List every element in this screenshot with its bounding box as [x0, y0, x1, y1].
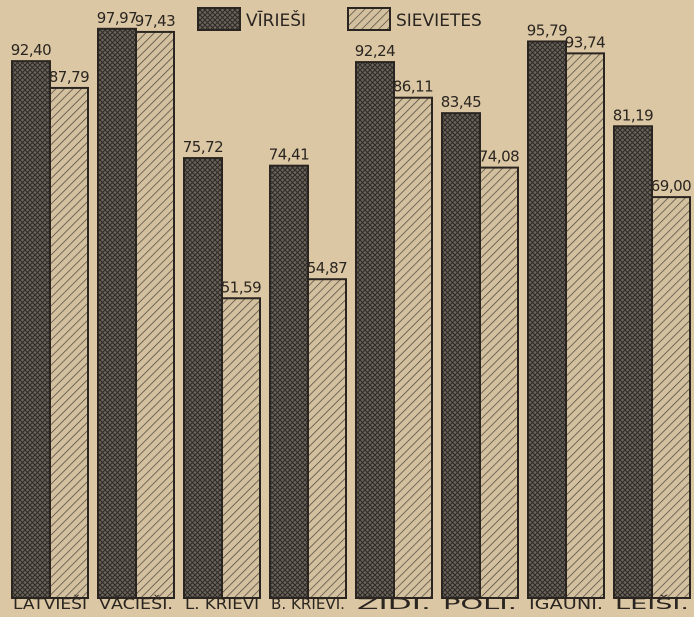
category-label: IGAUNI. — [529, 595, 603, 613]
value-label: 83,45 — [441, 93, 481, 111]
value-label: 69,00 — [651, 177, 691, 195]
bar-women-6 — [565, 52, 605, 599]
category-label: ŽIDI. — [357, 594, 431, 613]
value-label: 75,72 — [183, 138, 223, 156]
bar-women-1 — [135, 30, 175, 599]
bar-men-7 — [613, 125, 653, 599]
bar-men-6 — [527, 40, 567, 600]
category-label: VĀCIEŠI. — [99, 594, 173, 613]
value-label: 51,59 — [221, 278, 261, 296]
bar-women-0 — [49, 86, 89, 600]
bar-men-3 — [269, 164, 309, 600]
bar-women-2 — [221, 297, 261, 599]
category-label: LATVIEŠI — [13, 594, 87, 613]
value-labels: 92,40 97,97 75,72 74,41 92,24 83,45 95,79 81,19… — [11, 9, 692, 296]
legend: VĪRIEŠI SIEVIETES — [197, 7, 482, 31]
value-label: 95,79 — [527, 21, 567, 39]
value-label: 87,79 — [49, 68, 89, 86]
value-label: 92,24 — [355, 42, 395, 60]
value-label: 86,11 — [393, 78, 433, 96]
value-label: 54,87 — [307, 259, 347, 277]
legend-label-men: VĪRIEŠI — [246, 9, 306, 31]
value-label: 97,97 — [97, 9, 137, 27]
category-label: L. KRIEVI — [185, 595, 259, 613]
value-label: 92,40 — [11, 41, 51, 59]
value-label: 74,08 — [479, 148, 519, 166]
bar-men-2 — [183, 157, 223, 599]
bar-men-0 — [11, 60, 51, 599]
bar-men-4 — [355, 61, 395, 600]
bar-women-4 — [393, 96, 433, 599]
bar-men-1 — [97, 27, 137, 599]
category-label: LEIŠI. — [615, 594, 689, 613]
value-label: 93,74 — [565, 33, 605, 51]
bar-women-5 — [479, 166, 519, 599]
bars — [11, 27, 691, 600]
legend-swatch-women — [347, 7, 391, 31]
value-label: 97,43 — [135, 12, 175, 30]
value-label: 81,19 — [613, 106, 653, 124]
category-label: B. KRIEVI. — [271, 595, 345, 613]
legend-swatch-men — [197, 7, 241, 31]
category-label: POLI. — [443, 595, 517, 613]
legend-label-women: SIEVIETES — [396, 11, 482, 31]
bar-women-3 — [307, 278, 347, 599]
bar-women-7 — [651, 196, 691, 600]
value-label: 74,41 — [269, 146, 309, 164]
bar-men-5 — [441, 112, 481, 600]
category-labels: LATVIEŠI VĀCIEŠI. L. KRIEVI B. KRIEVI. ŽIDI.… — [13, 594, 689, 613]
